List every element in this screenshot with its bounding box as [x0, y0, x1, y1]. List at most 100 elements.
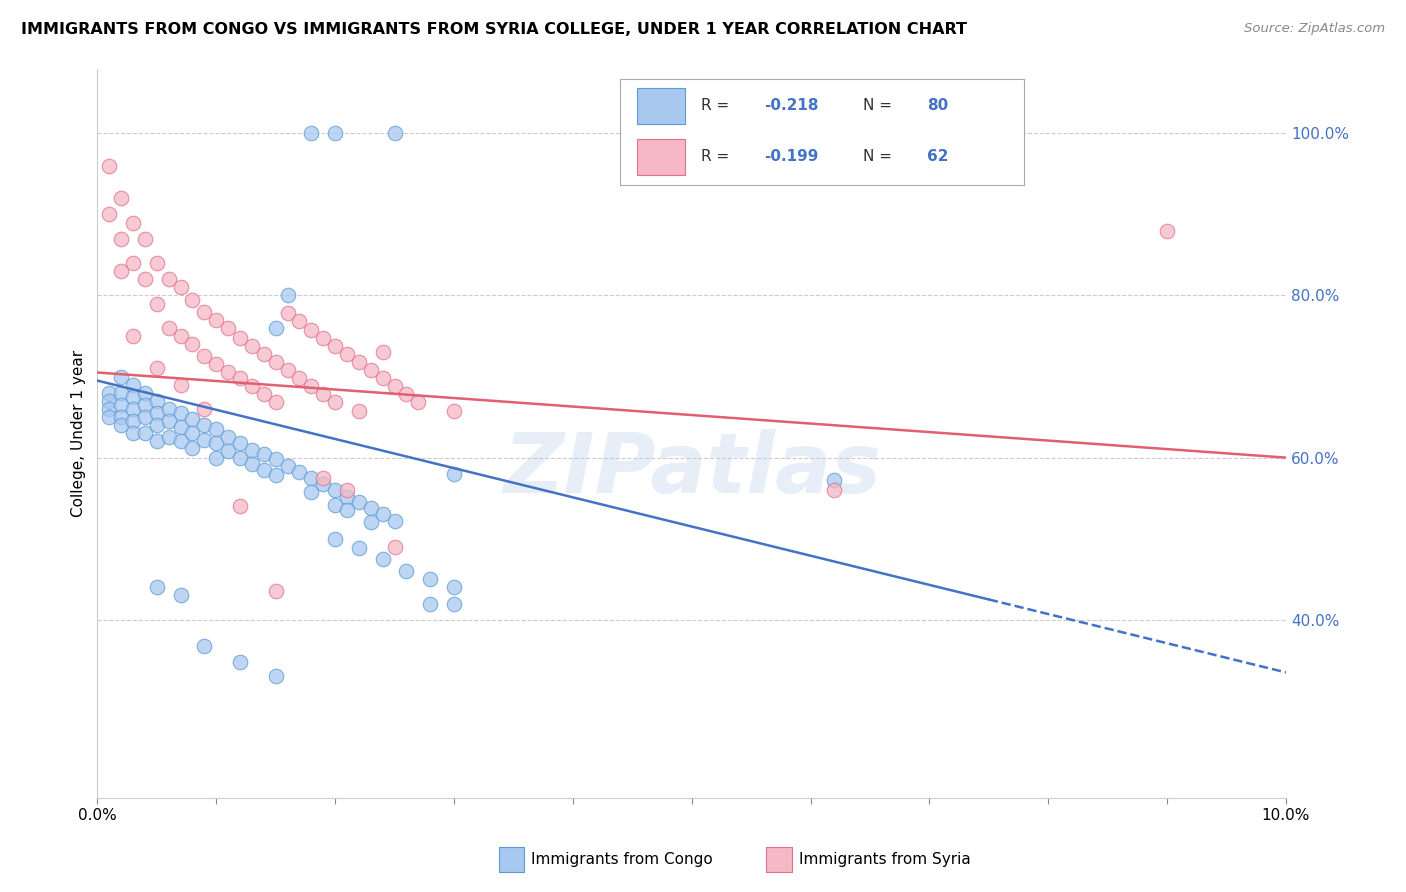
Point	[122, 329, 145, 343]
Point	[443, 580, 465, 594]
Point	[384, 514, 406, 528]
Point	[360, 516, 382, 530]
Text: ZIPatlas: ZIPatlas	[503, 429, 880, 510]
Point	[384, 540, 406, 554]
Point	[371, 371, 394, 385]
Point	[122, 390, 145, 404]
Point	[169, 589, 191, 603]
Point	[181, 411, 204, 425]
Point	[98, 385, 121, 400]
Point	[98, 393, 121, 408]
Point	[299, 484, 322, 499]
Point	[98, 207, 121, 221]
Point	[406, 395, 429, 409]
Point	[146, 580, 169, 594]
Point	[193, 304, 215, 318]
Point	[146, 256, 169, 270]
Point	[110, 191, 132, 205]
Point	[110, 398, 132, 412]
Point	[229, 500, 252, 514]
Point	[443, 597, 465, 611]
Point	[146, 361, 169, 376]
Point	[323, 395, 346, 409]
Point	[229, 371, 252, 385]
Point	[240, 379, 263, 393]
Point	[157, 414, 180, 428]
Point	[146, 393, 169, 408]
Point	[264, 395, 287, 409]
Point	[384, 379, 406, 393]
Point	[299, 379, 322, 393]
Point	[288, 314, 311, 328]
Point	[347, 355, 370, 369]
Point	[395, 387, 418, 401]
Point	[205, 313, 228, 327]
Point	[122, 215, 145, 229]
Point	[181, 426, 204, 441]
Point	[264, 355, 287, 369]
Point	[229, 655, 252, 669]
Point	[229, 436, 252, 450]
Point	[336, 347, 359, 361]
Point	[240, 442, 263, 457]
Point	[371, 508, 394, 522]
Point	[336, 483, 359, 497]
Point	[169, 406, 191, 420]
Point	[205, 450, 228, 465]
Point	[419, 572, 441, 586]
Point	[217, 321, 239, 335]
Point	[1156, 224, 1178, 238]
Point	[122, 426, 145, 441]
Point	[229, 331, 252, 345]
Point	[347, 495, 370, 509]
Point	[110, 385, 132, 400]
Point	[823, 473, 845, 487]
Point	[134, 272, 156, 286]
Point	[395, 564, 418, 578]
Point	[299, 471, 322, 485]
Point	[823, 483, 845, 497]
Point	[253, 463, 276, 477]
Point	[371, 345, 394, 359]
Point	[98, 401, 121, 416]
Point	[312, 476, 335, 491]
Point	[277, 288, 299, 302]
Point	[240, 457, 263, 471]
Point	[323, 498, 346, 512]
Point	[323, 483, 346, 497]
Point	[110, 410, 132, 425]
Point	[253, 387, 276, 401]
Point	[193, 349, 215, 363]
Point	[134, 385, 156, 400]
Point	[336, 490, 359, 504]
Point	[264, 321, 287, 335]
Point	[253, 446, 276, 460]
Point	[110, 369, 132, 384]
Point	[181, 293, 204, 307]
Point	[371, 552, 394, 566]
Point	[157, 272, 180, 286]
Point	[193, 401, 215, 416]
Point	[122, 256, 145, 270]
Point	[347, 403, 370, 417]
Point	[157, 321, 180, 335]
Point	[323, 532, 346, 546]
Point	[217, 366, 239, 380]
Point	[360, 363, 382, 377]
Point	[299, 322, 322, 336]
Point	[277, 363, 299, 377]
Point	[146, 406, 169, 420]
Point	[122, 377, 145, 392]
Point	[157, 430, 180, 444]
Y-axis label: College, Under 1 year: College, Under 1 year	[72, 350, 86, 516]
Point	[312, 471, 335, 485]
Point	[169, 329, 191, 343]
Point	[264, 468, 287, 483]
Point	[336, 503, 359, 517]
Point	[181, 441, 204, 455]
Point	[98, 159, 121, 173]
Text: IMMIGRANTS FROM CONGO VS IMMIGRANTS FROM SYRIA COLLEGE, UNDER 1 YEAR CORRELATION: IMMIGRANTS FROM CONGO VS IMMIGRANTS FROM…	[21, 22, 967, 37]
Point	[240, 339, 263, 353]
Text: Immigrants from Syria: Immigrants from Syria	[799, 853, 970, 867]
Point	[264, 669, 287, 683]
